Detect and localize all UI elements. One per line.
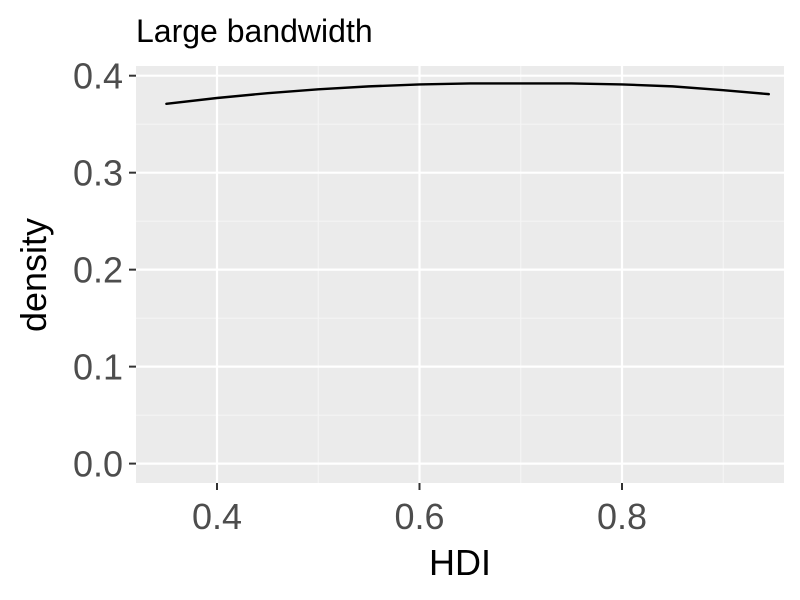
plot-panel: [136, 66, 784, 483]
series-layer: [165, 82, 771, 106]
y-axis-title: density: [13, 218, 54, 332]
y-tick-label: 0.4: [73, 56, 123, 97]
y-tick-label: 0.2: [73, 250, 123, 291]
y-tick-label: 0.3: [73, 153, 123, 194]
major-gridlines: [136, 66, 784, 483]
y-axis: 0.0 0.1 0.2 0.3 0.4: [73, 56, 136, 485]
density-line: [165, 82, 771, 106]
x-tick-label: 0.8: [597, 496, 647, 537]
minor-gridlines: [136, 66, 784, 483]
x-tick-label: 0.4: [192, 496, 242, 537]
y-tick-label: 0.0: [73, 444, 123, 485]
x-axis: 0.4 0.6 0.8: [192, 483, 647, 537]
x-axis-title: HDI: [429, 542, 491, 583]
chart-title: Large bandwidth: [136, 13, 373, 49]
x-tick-label: 0.6: [394, 496, 444, 537]
y-tick-label: 0.1: [73, 347, 123, 388]
